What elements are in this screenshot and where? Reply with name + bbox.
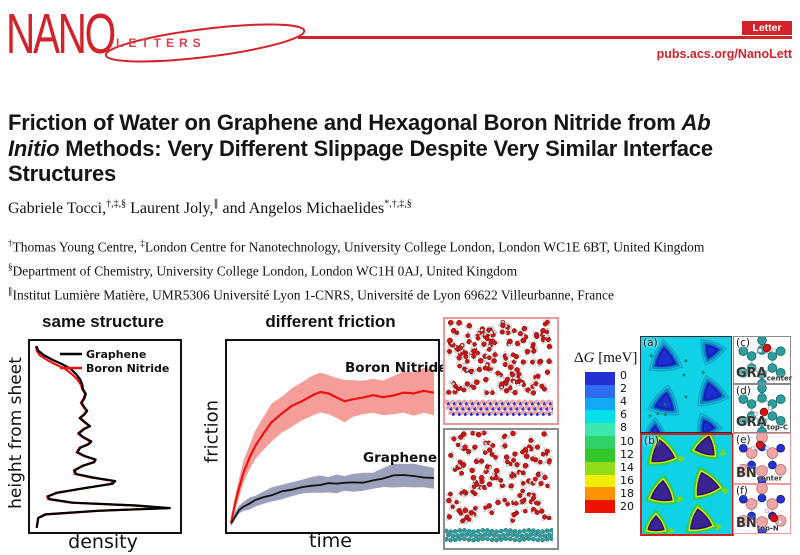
colorbar-segment (585, 487, 615, 501)
panel-d-tag: GRAtop-C (736, 415, 788, 432)
panel-c-svg (738, 337, 786, 383)
panel-e-letter: (e) (736, 434, 751, 446)
letter-badge: Letter (742, 21, 792, 35)
colorbar-segment (585, 461, 615, 475)
snapshot-gra-svg (445, 430, 553, 543)
graphene-curve-label: Graphene (363, 450, 438, 466)
colorbar-tick: 2 (620, 382, 627, 396)
letters-logo-text: LETTERS (116, 36, 206, 50)
friction-chart-title: different friction (265, 312, 396, 331)
density-ylabel: height from sheet (6, 357, 26, 509)
panel-bn-top-n: (f) BNtop-N (733, 484, 791, 534)
colorbar-segment (585, 410, 615, 424)
logo-swoosh (104, 23, 306, 63)
author-2: Laurent Joly,∥ (130, 199, 219, 218)
map-b-label: (b) (644, 435, 659, 447)
colorbar-units: [meV] (594, 350, 638, 366)
title-line2-regular: Methods: Very Different Slippage Despite… (59, 135, 713, 161)
colorbar-tick: 10 (620, 434, 634, 448)
density-plot: Graphene Boron Nitride (28, 339, 182, 534)
colorbar-tick: 0 (620, 369, 627, 382)
authors-line: Gabriele Tocci,†,‡,§ Laurent Joly,∥ and … (8, 199, 708, 218)
map-a-svg (641, 337, 731, 432)
panel-d-svg (738, 385, 786, 432)
title-line1-regular: Friction of Water on Graphene and Hexago… (8, 110, 682, 135)
colorbar-tick: 6 (620, 408, 627, 422)
colorbar-segment (585, 384, 615, 398)
friction-ylabel: friction (201, 399, 223, 464)
colorbar-segment (585, 474, 615, 488)
colorbar-tick: 4 (620, 395, 627, 409)
panel-f-svg (737, 485, 787, 533)
density-xlabel: density (68, 531, 138, 553)
snapshot-bn-svg (445, 319, 553, 416)
colorbar-segment (585, 436, 615, 449)
colorbar-gradient (585, 372, 615, 513)
colorbar-segment (585, 372, 615, 385)
delta-symbol: Δ (574, 350, 584, 366)
affiliation-line-2: §Department of Chemistry, University Col… (8, 262, 518, 279)
panel-bn-center: (e) BNcenter (733, 433, 791, 484)
density-chart-title: same structure (42, 312, 164, 331)
affiliation-line-3: ∥Institut Lumière Matière, UMR5306 Unive… (8, 286, 614, 303)
colorbar-label: ΔG [meV] (574, 350, 644, 367)
colorbar-tick: 20 (620, 500, 634, 513)
bn-curve-label: Boron Nitride (345, 360, 448, 376)
free-energy-symbol: G (583, 350, 595, 366)
panel-gra-center: (c) GRAcenter (733, 336, 793, 384)
author-1-affil-marks: †,‡,§ (106, 199, 127, 210)
panel-e-svg (737, 434, 787, 483)
author-3: and Angelos Michaelides*,†,‡,§ (222, 199, 412, 218)
friction-xlabel: time (309, 530, 352, 552)
snapshot-water-on-bn (443, 317, 559, 425)
friction-plot-svg (229, 367, 435, 528)
density-legend-entry: Graphene (86, 348, 146, 361)
panel-gra-top-c: (d) GRAtop-C (733, 384, 791, 433)
snapshot-water-on-graphene (443, 428, 559, 550)
title-line2-italic: Initio (8, 135, 60, 161)
author-1: Gabriele Tocci,†,‡,§ (8, 199, 127, 218)
map-b-svg (642, 435, 732, 534)
free-energy-map-graphene: (a) (640, 336, 732, 433)
panel-f-tag: BNtop-N (736, 516, 779, 533)
friction-plot (225, 339, 440, 534)
nano-logo-text: NANO (6, 3, 116, 66)
author-3-affil-marks: *,†,‡,§ (384, 199, 412, 210)
panel-d-letter: (d) (736, 385, 751, 397)
colorbar-segment (585, 423, 615, 437)
panel-c-letter: (c) (736, 337, 750, 349)
colorbar-tick: 16 (620, 473, 634, 487)
density-legend-entry: Boron Nitride (86, 362, 169, 375)
article-title: Friction of Water on Graphene and Hexago… (8, 110, 796, 187)
colorbar-segment (585, 500, 615, 513)
colorbar-ticks: 0 2 4 6 8 10 12 14 16 18 20 (620, 369, 640, 522)
map-a-label: (a) (643, 337, 658, 349)
colorbar-tick: 18 (620, 486, 634, 500)
panel-f-letter: (f) (736, 485, 748, 497)
colorbar-segment (585, 397, 615, 411)
colorbar-tick: 14 (620, 460, 634, 474)
free-energy-map-bn: (b) (640, 433, 734, 536)
colorbar-tick: 8 (620, 421, 627, 435)
author-2-affil-marks: ∥ (213, 199, 219, 210)
panel-c-tag: GRAcenter (736, 366, 793, 383)
title-line1-italic: Ab (681, 110, 711, 135)
journal-url-link[interactable]: pubs.acs.org/NanoLett (656, 47, 792, 61)
panel-e-tag: BNcenter (736, 466, 783, 483)
colorbar-segment (585, 448, 615, 462)
header-rule (298, 36, 792, 39)
title-line3: Structures (8, 161, 117, 187)
affiliation-line-1: †Thomas Young Centre, ‡London Centre for… (8, 238, 705, 255)
colorbar-tick: 12 (620, 447, 634, 461)
